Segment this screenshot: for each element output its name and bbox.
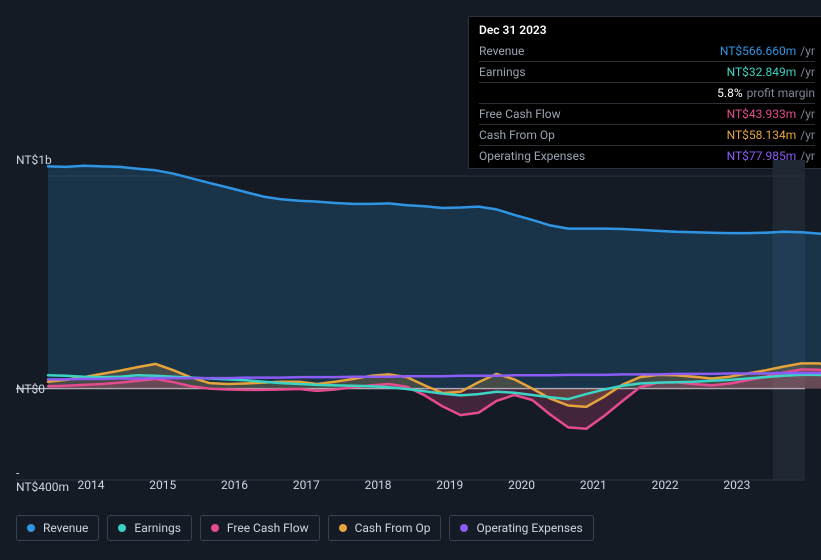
tooltip-row-unit: profit margin xyxy=(747,86,815,100)
tooltip-row: Cash From Op NT$58.134m/yr xyxy=(479,124,815,145)
tooltip-row-value: NT$58.134m xyxy=(727,128,797,142)
x-tick-label: 2016 xyxy=(221,478,248,492)
tooltip-row: 5.8% profit margin xyxy=(479,82,815,103)
legend-item[interactable]: Revenue xyxy=(16,515,99,541)
tooltip-row-unit: /yr xyxy=(800,65,815,79)
tooltip-row-value: NT$566.660m xyxy=(720,44,796,58)
tooltip-row-unit: /yr xyxy=(800,107,815,121)
financials-chart[interactable]: NT$1bNT$0-NT$400m xyxy=(16,160,805,480)
tooltip-row-label: Cash From Op xyxy=(479,128,555,142)
x-tick-label: 2022 xyxy=(652,478,679,492)
x-axis-labels: 2014 2015 2016 2017 2018 2019 2020 2021 2022 2023 xyxy=(16,478,805,498)
legend-item[interactable]: Cash From Op xyxy=(328,515,442,541)
y-tick-label: NT$1b xyxy=(16,153,66,167)
legend-label: Free Cash Flow xyxy=(227,521,309,535)
tooltip-row: Revenue NT$566.660m/yr xyxy=(479,41,815,61)
x-tick-label: 2017 xyxy=(293,478,320,492)
tooltip-row-value: 5.8% xyxy=(717,86,742,100)
x-tick-label: 2018 xyxy=(365,478,392,492)
legend-label: Operating Expenses xyxy=(476,521,582,535)
legend-swatch xyxy=(460,524,468,532)
tooltip-row-value: NT$43.933m xyxy=(727,107,797,121)
x-tick-label: 2019 xyxy=(436,478,463,492)
tooltip-date: Dec 31 2023 xyxy=(479,23,815,37)
legend-label: Cash From Op xyxy=(355,521,431,535)
x-tick-label: 2023 xyxy=(723,478,750,492)
tooltip-row-value-wrap: 5.8% profit margin xyxy=(717,86,815,100)
chart-tooltip: Dec 31 2023 RevenueNT$566.660m/yrEarning… xyxy=(468,16,821,169)
tooltip-row-unit: /yr xyxy=(800,44,815,58)
tooltip-row-label: Revenue xyxy=(479,44,524,58)
x-tick-label: 2021 xyxy=(580,478,607,492)
tooltip-row-value-wrap: NT$58.134m/yr xyxy=(727,128,815,142)
legend-item[interactable]: Operating Expenses xyxy=(449,515,593,541)
tooltip-row-value-wrap: NT$566.660m/yr xyxy=(720,44,815,58)
legend-label: Revenue xyxy=(43,521,88,535)
tooltip-row-unit: /yr xyxy=(800,128,815,142)
tooltip-row-label: Free Cash Flow xyxy=(479,107,561,121)
x-tick-label: 2014 xyxy=(78,478,105,492)
chart-legend: Revenue Earnings Free Cash Flow Cash From O… xyxy=(16,515,594,541)
tooltip-row-value: NT$32.849m xyxy=(727,65,797,79)
legend-label: Earnings xyxy=(134,521,181,535)
tooltip-row-label: Earnings xyxy=(479,65,526,79)
legend-item[interactable]: Earnings xyxy=(107,515,192,541)
legend-swatch xyxy=(27,524,35,532)
tooltip-row: Earnings NT$32.849m/yr xyxy=(479,61,815,82)
legend-swatch xyxy=(118,524,126,532)
y-axis-labels: NT$1bNT$0-NT$400m xyxy=(16,160,66,480)
legend-item[interactable]: Free Cash Flow xyxy=(200,515,320,541)
legend-swatch xyxy=(211,524,219,532)
tooltip-row-value-wrap: NT$32.849m/yr xyxy=(727,65,815,79)
tooltip-row-value-wrap: NT$43.933m/yr xyxy=(727,107,815,121)
legend-swatch xyxy=(339,524,347,532)
y-tick-label: NT$0 xyxy=(16,382,66,396)
x-tick-label: 2015 xyxy=(149,478,176,492)
x-tick-label: 2020 xyxy=(508,478,535,492)
tooltip-row: Free Cash Flow NT$43.933m/yr xyxy=(479,103,815,124)
